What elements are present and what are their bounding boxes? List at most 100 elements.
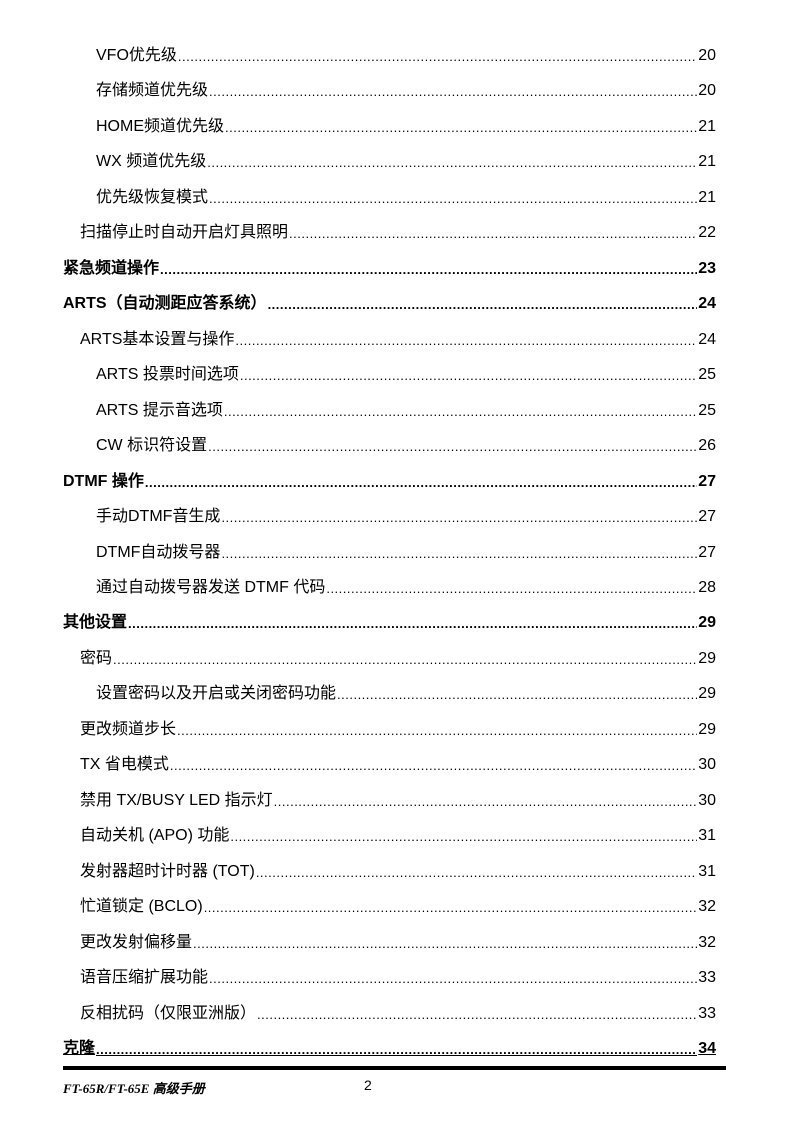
toc-entry-page: 32 (698, 898, 716, 916)
toc-entry-title: 优先级恢复模式 (96, 188, 209, 206)
toc-entry[interactable]: VFO优先级..................................… (96, 46, 716, 66)
toc-entry[interactable]: 更改发射偏移量.................................… (80, 933, 716, 953)
toc-entry-page: 21 (698, 117, 716, 135)
toc-entry[interactable]: ARTS（自动测距应答系统）..........................… (63, 294, 716, 314)
toc-leader-dots: ........................................… (255, 864, 697, 880)
toc-entry-title: HOME频道优先级 (96, 117, 225, 135)
toc-entry[interactable]: ARTS 投票时间选项.............................… (96, 365, 716, 385)
toc-leader-dots: ........................................… (96, 1042, 698, 1057)
toc-entry-title: WX 频道优先级 (96, 153, 207, 171)
toc-leader-dots: ........................................… (207, 155, 697, 171)
toc-leader-dots: ........................................… (239, 368, 698, 384)
toc-entry-page: 33 (698, 969, 716, 987)
toc-entry[interactable]: 通过自动拨号器发送 DTMF 代码.......................… (96, 578, 716, 598)
toc-entry-page: 20 (698, 82, 716, 100)
toc-leader-dots: ........................................… (193, 935, 697, 951)
toc-entry-page: 20 (698, 47, 716, 64)
toc-leader-dots: ........................................… (223, 403, 697, 419)
toc-entry-title: 手动DTMF音生成 (96, 508, 221, 526)
toc-entry-page: 21 (698, 188, 716, 206)
toc-entry[interactable]: 克隆......................................… (63, 1039, 716, 1059)
toc-entry[interactable]: 扫描停止时自动开启灯具照明...........................… (80, 223, 716, 243)
toc-entry-title: 更改发射偏移量 (80, 933, 193, 951)
toc-entry[interactable]: HOME频道优先级...............................… (96, 117, 716, 137)
toc-entry-title: 更改频道步长 (80, 720, 177, 738)
toc-entry[interactable]: CW 标识符设置................................… (96, 436, 716, 456)
toc-entry-page: 27 (698, 543, 716, 561)
toc-entry-title: ARTS（自动测距应答系统） (63, 295, 267, 313)
toc-entry[interactable]: 忙道锁定 (BCLO).............................… (80, 897, 716, 917)
toc-leader-dots: ........................................… (289, 226, 697, 242)
toc-entry-page: 29 (698, 685, 716, 703)
toc-entry-page: 29 (698, 720, 716, 738)
toc-entry[interactable]: 反相扰码（仅限亚洲版）.............................… (80, 1004, 716, 1024)
toc-entry-page: 31 (698, 862, 716, 880)
toc-entry-page: 31 (698, 827, 716, 845)
toc-entry-title: 忙道锁定 (BCLO) (80, 898, 203, 916)
toc-entry[interactable]: DTMF 操作.................................… (63, 472, 716, 492)
toc-entry-title: VFO优先级 (96, 47, 177, 64)
footer-manual-title: FT-65R/FT-65E 高级手册 (63, 1081, 205, 1096)
toc-entry-page: 33 (698, 1004, 716, 1022)
toc-leader-dots: ........................................… (225, 119, 697, 135)
toc-entry[interactable]: 语音压缩扩展功能................................… (80, 968, 716, 988)
toc-entry-title: 反相扰码（仅限亚洲版） (80, 1004, 257, 1022)
toc-entry[interactable]: 禁用 TX/BUSY LED 指示灯......................… (80, 791, 716, 811)
toc-entry-page: 24 (698, 330, 716, 348)
toc-leader-dots: ........................................… (208, 439, 698, 455)
toc-entry[interactable]: 其他设置....................................… (63, 613, 716, 633)
toc-entry-title: ARTS 投票时间选项 (96, 366, 239, 384)
toc-entry-title: 紧急频道操作 (63, 259, 160, 277)
toc-entry-page: 29 (698, 649, 716, 667)
toc-leader-dots: ........................................… (209, 971, 697, 987)
toc-leader-dots: ........................................… (209, 190, 697, 206)
toc-entry[interactable]: 更改频道步长..................................… (80, 720, 716, 740)
toc-leader-dots: ........................................… (209, 84, 697, 100)
toc-entry-page: 23 (698, 259, 716, 277)
toc-entry-title: 扫描停止时自动开启灯具照明 (80, 224, 289, 242)
toc-entry[interactable]: 存储频道优先级.................................… (96, 81, 716, 101)
toc-leader-dots: ........................................… (221, 545, 698, 561)
toc-entry-title: 其他设置 (63, 614, 128, 632)
toc-leader-dots: ........................................… (169, 758, 697, 774)
toc-leader-dots: ........................................… (177, 49, 697, 64)
toc-leader-dots: ........................................… (267, 297, 698, 313)
toc-entry[interactable]: 紧急频道操作..................................… (63, 259, 716, 279)
toc-entry-title: 密码 (80, 649, 113, 667)
toc-leader-dots: ........................................… (235, 332, 697, 348)
footer-rule (63, 1066, 726, 1070)
footer-page-number: 2 (364, 1077, 372, 1093)
toc-entry[interactable]: 手动DTMF音生成...............................… (96, 507, 716, 527)
toc-entry[interactable]: WX 频道优先级................................… (96, 152, 716, 172)
toc-entry-page: 26 (698, 437, 716, 455)
toc-entry-title: DTMF自动拨号器 (96, 543, 221, 561)
toc-entry[interactable]: DTMF自动拨号器...............................… (96, 543, 716, 563)
toc-entry[interactable]: ARTS基本设置与操作.............................… (80, 330, 716, 350)
toc-entry-title: TX 省电模式 (80, 756, 169, 774)
toc-entry-page: 30 (698, 756, 716, 774)
toc-leader-dots: ........................................… (113, 651, 698, 667)
toc-leader-dots: ........................................… (144, 474, 697, 490)
toc-entry[interactable]: 发射器超时计时器 (TOT)..........................… (80, 862, 716, 882)
toc-entry-page: 27 (698, 508, 716, 526)
toc-entry-title: 语音压缩扩展功能 (80, 969, 209, 987)
toc-leader-dots: ........................................… (337, 687, 697, 703)
toc-entry[interactable]: ARTS 提示音选项..............................… (96, 401, 716, 421)
toc-entry-page: 28 (698, 578, 716, 596)
toc-entry[interactable]: 设置密码以及开启或关闭密码功能.........................… (96, 684, 716, 704)
toc-entry[interactable]: 优先级恢复模式.................................… (96, 188, 716, 208)
toc-entry-page: 29 (698, 614, 716, 632)
toc-entry[interactable]: 密码......................................… (80, 649, 716, 669)
toc-leader-dots: ........................................… (326, 580, 697, 596)
toc-entry[interactable]: TX 省电模式.................................… (80, 755, 716, 775)
toc-entry-title: 存储频道优先级 (96, 82, 209, 100)
toc-entry-title: ARTS基本设置与操作 (80, 330, 235, 348)
toc-entry[interactable]: 自动关机 (APO) 功能...........................… (80, 826, 716, 846)
toc-entry-title: 自动关机 (APO) 功能 (80, 827, 230, 845)
toc-entry-title: 禁用 TX/BUSY LED 指示灯 (80, 791, 273, 809)
toc-leader-dots: ........................................… (273, 793, 698, 809)
toc-entry-title: 设置密码以及开启或关闭密码功能 (96, 685, 337, 703)
toc-entry-title: 克隆 (63, 1040, 96, 1057)
toc-entry-page: 27 (698, 472, 716, 490)
toc-entry-page: 34 (698, 1040, 716, 1057)
